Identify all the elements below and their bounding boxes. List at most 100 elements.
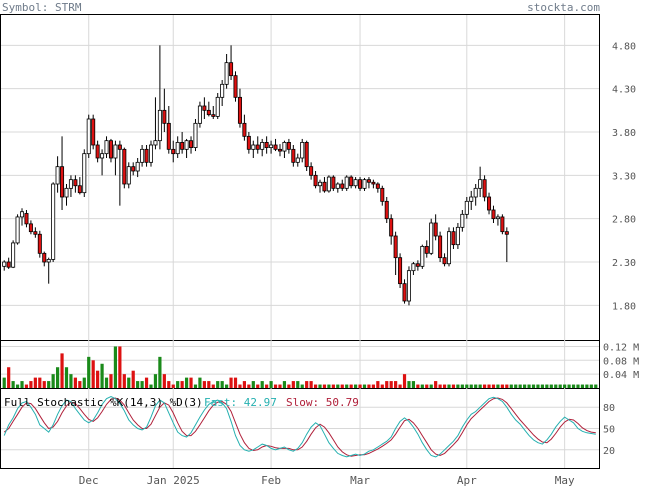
candle-body xyxy=(424,245,429,254)
volume-bar xyxy=(207,381,211,388)
volume-bar xyxy=(20,381,24,388)
volume-bar xyxy=(345,384,349,388)
volume-bar xyxy=(322,384,327,388)
volume-bar xyxy=(309,381,313,388)
candle-body xyxy=(224,62,229,85)
volume-bar xyxy=(465,384,469,388)
candle-body xyxy=(229,62,234,77)
candle-body xyxy=(402,283,407,302)
candle-body xyxy=(331,176,336,189)
candle-body xyxy=(20,211,25,218)
volume-bar xyxy=(358,384,362,388)
candle-body xyxy=(366,179,371,183)
volume-bar xyxy=(269,381,273,388)
volume-bar xyxy=(60,353,64,388)
volume-bar xyxy=(7,367,11,388)
volume-bar xyxy=(425,384,429,388)
candle-body xyxy=(171,148,176,155)
candle-body xyxy=(126,166,131,185)
candle-body xyxy=(500,216,505,233)
candle-body xyxy=(246,135,251,150)
candle-body xyxy=(442,257,447,265)
price-tick-label: 4.30 xyxy=(612,85,636,96)
site-label[interactable]: stockta.com xyxy=(527,1,600,14)
volume-bar xyxy=(238,384,242,388)
candle-body xyxy=(380,187,385,202)
volume-bar xyxy=(180,381,184,388)
volume-bar xyxy=(69,374,73,388)
volume-bar xyxy=(487,384,491,388)
volume-bar xyxy=(474,384,478,388)
price-tick-label: 3.30 xyxy=(612,171,636,182)
volume-bar xyxy=(296,381,300,388)
volume-bar xyxy=(505,384,509,388)
candle-body xyxy=(282,141,287,152)
volume-bar xyxy=(416,384,420,388)
candle-body xyxy=(237,96,242,124)
candle-body xyxy=(68,179,73,189)
volume-bar xyxy=(411,381,416,388)
candle-body xyxy=(478,179,483,189)
candle-body xyxy=(482,179,487,198)
candle-body xyxy=(429,222,434,254)
candle-body xyxy=(451,231,456,246)
candle-body xyxy=(473,187,478,198)
volume-bar xyxy=(349,384,353,388)
candle-body xyxy=(135,161,140,172)
volume-bar xyxy=(336,384,340,388)
volume-bar xyxy=(580,384,585,388)
candle-body xyxy=(64,187,69,198)
stochastic-tick-label: 20 xyxy=(603,446,615,457)
candlesticks xyxy=(2,45,509,306)
candle-body xyxy=(349,176,354,187)
volume-bar xyxy=(509,384,513,388)
stochastic-fast-value: Fast: 42.97 xyxy=(204,396,277,409)
volume-bar xyxy=(2,377,6,388)
candle-body xyxy=(82,153,87,194)
volume-bar xyxy=(291,381,295,388)
candle-body xyxy=(335,183,340,189)
candle-body xyxy=(117,144,122,150)
candle-body xyxy=(60,166,65,198)
volume-bar xyxy=(451,384,456,388)
volume-tick-label: 0.12 M xyxy=(603,342,639,353)
volume-bar xyxy=(96,370,100,388)
candle-body xyxy=(255,144,260,150)
volume-bar xyxy=(287,384,291,388)
volume-bar xyxy=(500,384,504,388)
candle-body xyxy=(33,231,38,235)
candle-body xyxy=(460,213,465,228)
candle-body xyxy=(166,122,171,150)
candle-body xyxy=(455,226,460,246)
volume-bar xyxy=(385,381,389,388)
candle-body xyxy=(206,109,211,116)
volume-bar xyxy=(558,384,562,388)
candle-body xyxy=(211,114,216,117)
volume-bar xyxy=(371,384,375,388)
candle-body xyxy=(11,242,16,268)
volume-bar xyxy=(82,377,86,388)
volume-bar xyxy=(149,384,153,388)
volume-bar xyxy=(104,377,109,388)
volume-bar xyxy=(491,384,496,388)
candle-body xyxy=(42,252,47,263)
candle-body xyxy=(393,235,398,259)
volume-bar xyxy=(11,381,15,388)
stochastic-lines xyxy=(3,396,596,458)
candle-body xyxy=(73,179,78,187)
candle-body xyxy=(251,144,256,150)
candle-body xyxy=(491,209,496,220)
volume-bar xyxy=(47,381,51,388)
candle-body xyxy=(469,196,474,202)
grid-lines xyxy=(1,15,599,468)
candle-body xyxy=(309,166,314,176)
volume-bar xyxy=(331,384,335,388)
volume-bar xyxy=(545,384,549,388)
volume-bar xyxy=(167,381,171,388)
volume-bar xyxy=(87,356,91,388)
volume-panel-frame xyxy=(0,340,600,389)
stochastic-fast-line xyxy=(3,396,596,458)
volume-bar xyxy=(518,384,522,388)
candle-body xyxy=(108,140,113,159)
volume-bar xyxy=(118,346,122,388)
